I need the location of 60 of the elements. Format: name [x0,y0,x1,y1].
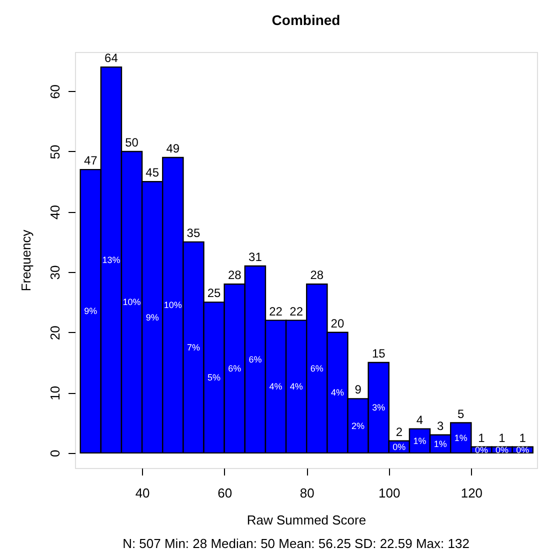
data-label: 28 [310,268,324,282]
data-label: 35 [186,226,200,240]
annotation: 4% [330,388,344,398]
y-tick-label: 50 [48,144,62,160]
annotation: 1% [434,438,447,449]
annotation: 0% [496,444,509,455]
annotation: 3% [372,402,386,413]
annotation: 0% [474,444,488,455]
annotation: 0% [516,444,530,455]
y-tick-label: 10 [48,386,62,400]
annotation: 2% [352,420,365,431]
annotation: 9% [146,312,159,322]
data-label: 25 [207,286,222,300]
x-axis-title: Raw Summed Score [246,512,366,528]
data-label: 4 [416,412,424,427]
x-tick-label: 60 [218,486,232,500]
text: N: 507 Min: 28 Median: 50 Mean: 56.25 SD: 22.59 Max: 132 [122,536,470,551]
data-label: 1 [519,430,526,445]
data-label: 31 [248,250,262,264]
x-tick-label: 100 [378,486,400,500]
data-label: 28 [228,268,242,282]
annotation: 6% [228,364,242,374]
data-label: 2 [396,424,403,439]
data-label: 1 [498,430,506,445]
y-tick-label: 20 [48,326,62,340]
x-tick-label: 120 [460,486,483,500]
annotation: 7% [186,342,200,352]
annotation: 10% [164,300,182,310]
data-label: 3 [436,418,444,433]
data-label: 5 [458,406,465,421]
annotation: 4% [290,382,303,392]
y-tick-label: 60 [48,84,62,99]
data-label: 64 [104,51,118,66]
annotation: 6% [248,354,262,364]
data-label: 20 [330,316,344,330]
annotation: 4% [269,382,282,392]
data-label: 49 [166,142,180,156]
annotation: 6% [310,364,324,374]
y-tick-label: 30 [48,265,62,280]
data-label: 1 [478,430,486,445]
data-label: 22 [269,304,283,318]
y-axis-title: Frequency [18,229,34,292]
annotation: 9% [84,306,98,316]
data-label: 50 [125,135,139,150]
y-tick-label: 0 [48,450,62,458]
annotation: 5% [208,372,221,383]
data-label: 47 [84,154,98,168]
annotation: 13% [102,255,120,265]
annotation: 0% [392,442,406,452]
annotation: 1% [413,436,426,446]
data-label: 45 [146,166,160,180]
y-tick-label: 40 [48,205,62,220]
data-label: 9 [354,382,362,397]
chart-title: Combined [272,12,340,28]
annotation: 1% [454,432,468,443]
x-tick-label: 40 [135,486,150,500]
data-label: 15 [372,346,386,360]
data-label: 22 [290,304,304,318]
annotation: 10% [122,297,141,308]
x-tick-label: 80 [300,486,314,500]
